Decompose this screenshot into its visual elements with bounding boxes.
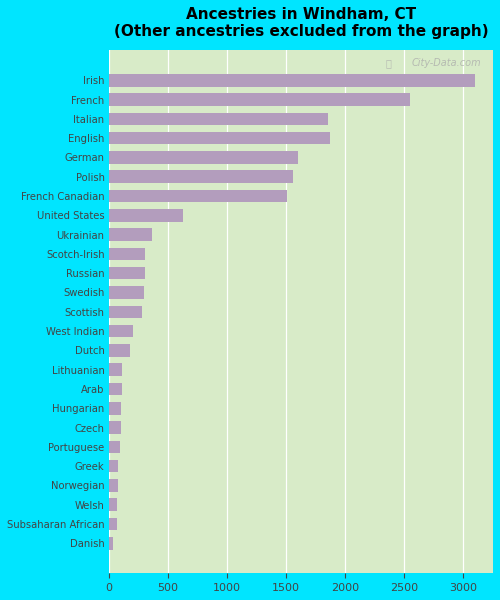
Bar [108, 74, 476, 86]
Bar [108, 170, 293, 183]
Bar [108, 132, 330, 145]
Text: ⓘ: ⓘ [386, 58, 391, 68]
Bar [108, 325, 133, 337]
Bar [108, 537, 113, 550]
Bar [108, 209, 183, 221]
Bar [108, 402, 121, 415]
Bar [108, 364, 122, 376]
Bar [108, 499, 118, 511]
Bar [108, 190, 288, 202]
Bar [108, 344, 130, 356]
Bar [108, 94, 410, 106]
Bar [108, 479, 118, 491]
Bar [108, 421, 120, 434]
Bar [108, 286, 144, 299]
Bar [108, 248, 146, 260]
Text: City-Data.com: City-Data.com [412, 58, 482, 68]
Bar [108, 229, 152, 241]
Bar [108, 460, 118, 472]
Bar [108, 113, 328, 125]
Bar [108, 267, 145, 280]
Bar [108, 440, 120, 453]
Title: Ancestries in Windham, CT
(Other ancestries excluded from the graph): Ancestries in Windham, CT (Other ancestr… [114, 7, 488, 40]
Bar [108, 518, 117, 530]
Bar [108, 305, 142, 318]
Bar [108, 151, 298, 164]
Bar [108, 383, 122, 395]
